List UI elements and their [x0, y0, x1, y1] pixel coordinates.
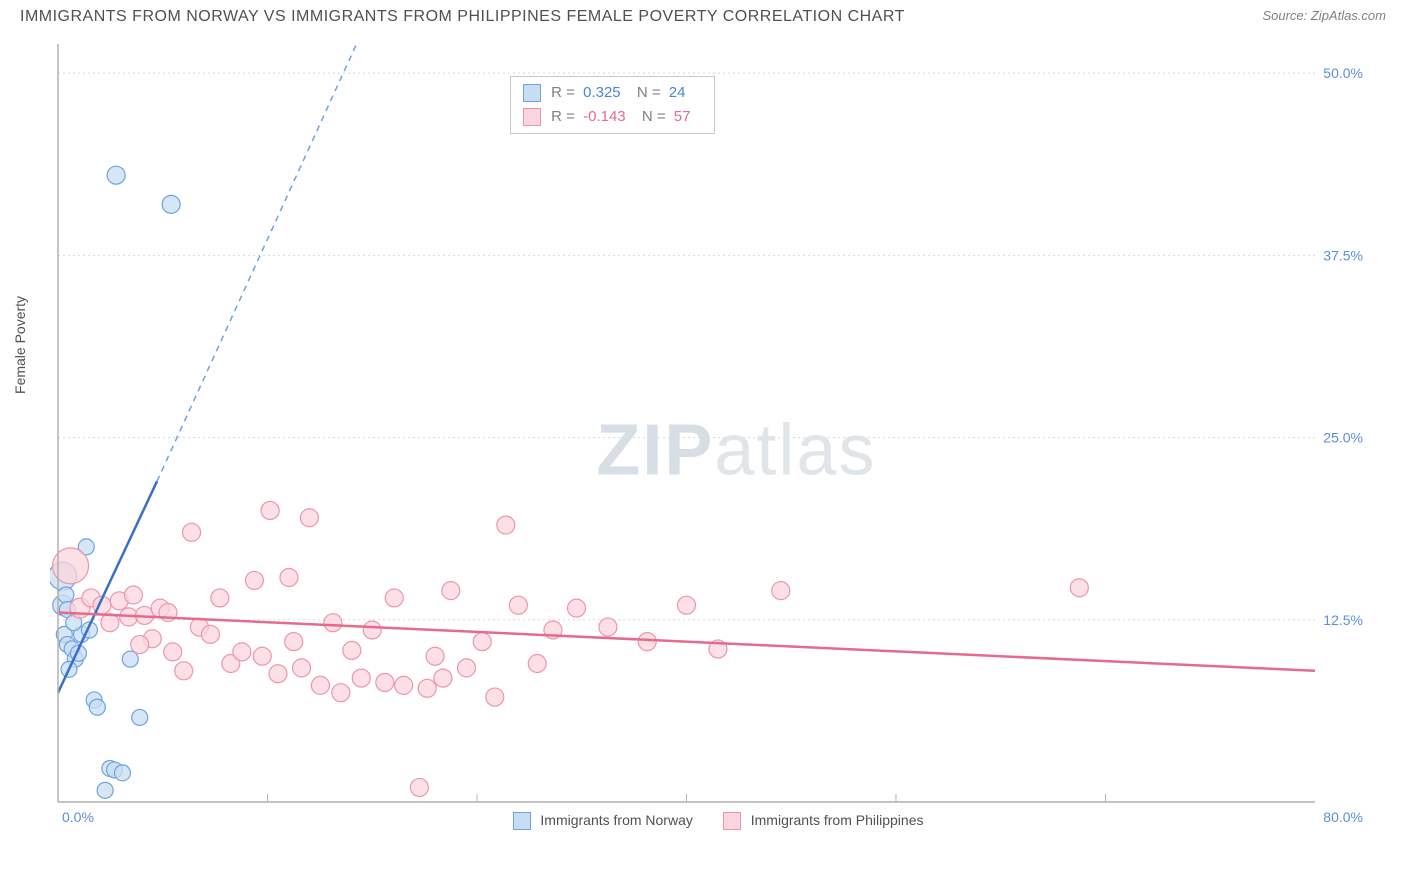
swatch-norway-icon — [523, 84, 541, 102]
n-label-norway: N = — [637, 84, 661, 101]
legend-label-philippines: Immigrants from Philippines — [751, 812, 924, 828]
svg-text:25.0%: 25.0% — [1323, 430, 1363, 446]
swatch-philippines-icon — [523, 108, 541, 126]
r-label-philippines: R = — [551, 108, 575, 125]
chart-container: Female Poverty ZIPatlas12.5%25.0%37.5%50… — [50, 40, 1386, 830]
n-value-philippines: 57 — [674, 108, 691, 125]
legend-swatch-norway-icon — [513, 812, 531, 830]
r-value-norway: 0.325 — [583, 84, 621, 101]
legend-item-norway: Immigrants from Norway — [513, 812, 693, 830]
source-attribution: Source: ZipAtlas.com — [1262, 8, 1386, 23]
scatter-plot: ZIPatlas12.5%25.0%37.5%50.0%0.0%80.0% — [50, 40, 1370, 830]
chart-title: IMMIGRANTS FROM NORWAY VS IMMIGRANTS FRO… — [20, 8, 905, 26]
stats-legend-box: R = 0.325 N = 24 R = -0.143 N = 57 — [510, 76, 715, 134]
n-label-philippines: N = — [642, 108, 666, 125]
svg-text:37.5%: 37.5% — [1323, 247, 1363, 263]
stats-row-norway: R = 0.325 N = 24 — [523, 81, 702, 105]
source-prefix: Source: — [1262, 8, 1310, 23]
n-value-norway: 24 — [669, 84, 686, 101]
y-axis-label: Female Poverty — [12, 296, 28, 394]
legend-label-norway: Immigrants from Norway — [540, 812, 692, 828]
x-axis-legend: Immigrants from Norway Immigrants from P… — [50, 812, 1386, 830]
source-name: ZipAtlas.com — [1311, 8, 1386, 23]
r-label-norway: R = — [551, 84, 575, 101]
svg-text:ZIPatlas: ZIPatlas — [596, 411, 876, 491]
legend-item-philippines: Immigrants from Philippines — [723, 812, 924, 830]
r-value-philippines: -0.143 — [583, 108, 626, 125]
legend-swatch-philippines-icon — [723, 812, 741, 830]
svg-text:12.5%: 12.5% — [1323, 612, 1363, 628]
svg-text:50.0%: 50.0% — [1323, 65, 1363, 81]
stats-row-philippines: R = -0.143 N = 57 — [523, 105, 702, 129]
